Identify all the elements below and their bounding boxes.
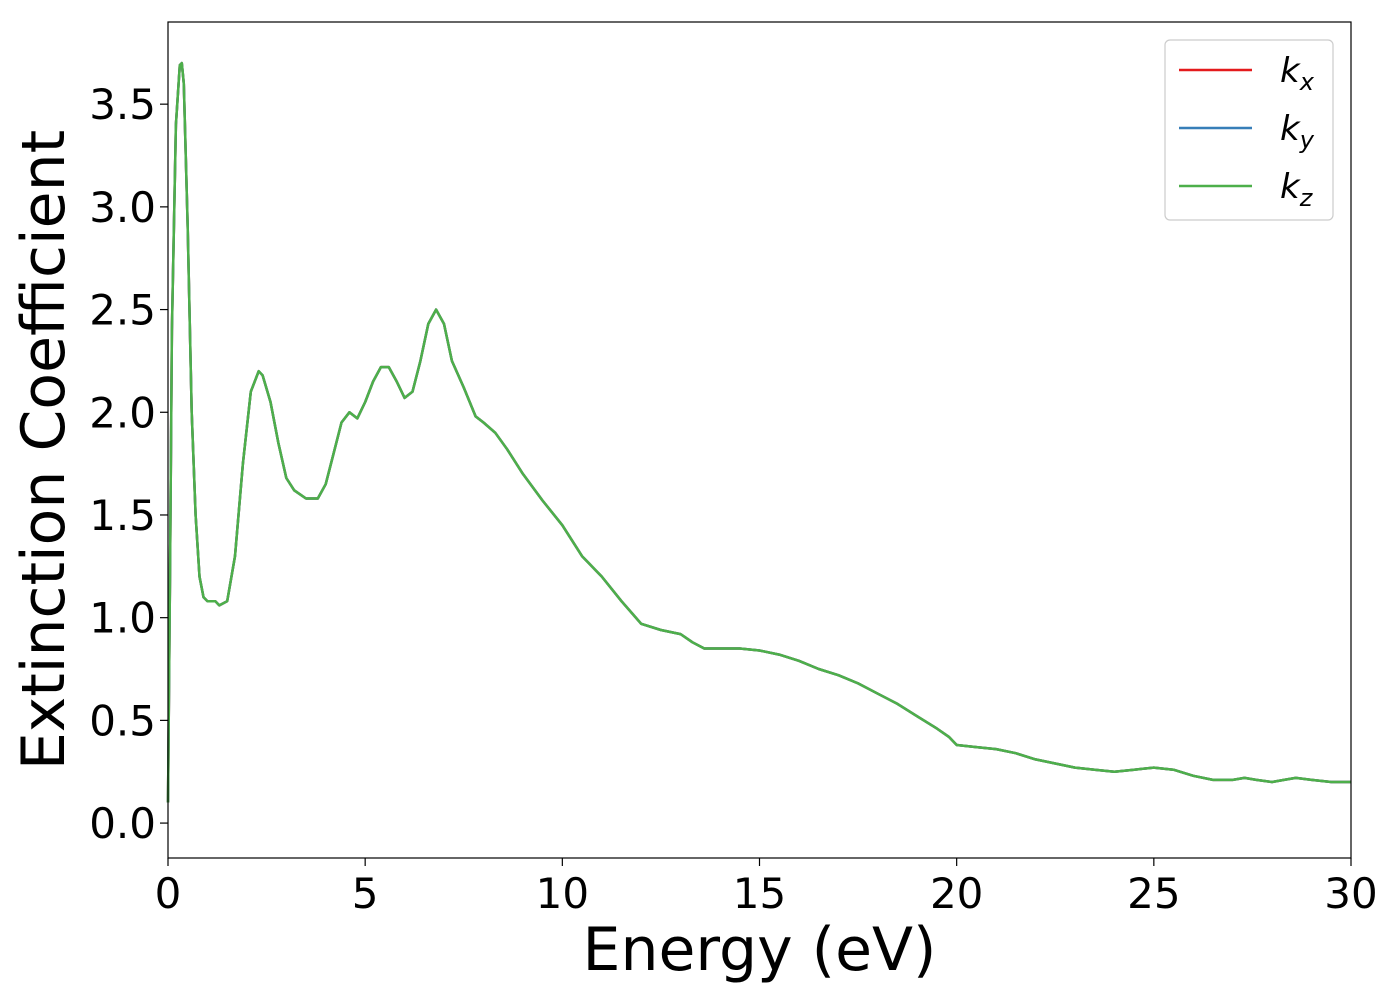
series-line-kz [166,61,1351,803]
legend-label: ky [1280,109,1315,154]
y-tick-label: 1.5 [89,491,156,540]
x-tick-label: 30 [1324,869,1377,918]
y-tick-label: 3.0 [89,183,156,232]
y-axis-ticks: 0.0 0.5 1.0 1.5 2.0 2.5 3.0 3.5 [89,80,168,848]
y-tick-label: 2.0 [89,388,156,437]
legend: kx ky kz [1164,39,1334,221]
x-tick-label: 20 [930,869,983,918]
y-tick-label: 0.0 [89,799,156,848]
x-tick-label: 25 [1127,869,1180,918]
y-tick-label: 2.5 [89,286,156,335]
y-tick-label: 1.0 [89,594,156,643]
x-tick-label: 0 [155,869,182,918]
y-axis-title: Extinction Coefficient [9,130,79,770]
legend-label: kx [1280,51,1315,96]
legend-label: kz [1280,167,1314,212]
x-tick-label: 10 [536,869,589,918]
x-axis-title: Energy (eV) [583,915,937,985]
y-tick-label: 0.5 [89,696,156,745]
x-tick-label: 5 [352,869,379,918]
legend-box [1164,39,1334,221]
y-tick-label: 3.5 [89,80,156,129]
x-axis-ticks: 0 5 10 15 20 25 30 [155,858,1378,918]
x-tick-label: 15 [733,869,786,918]
plot-lines [166,61,1351,803]
